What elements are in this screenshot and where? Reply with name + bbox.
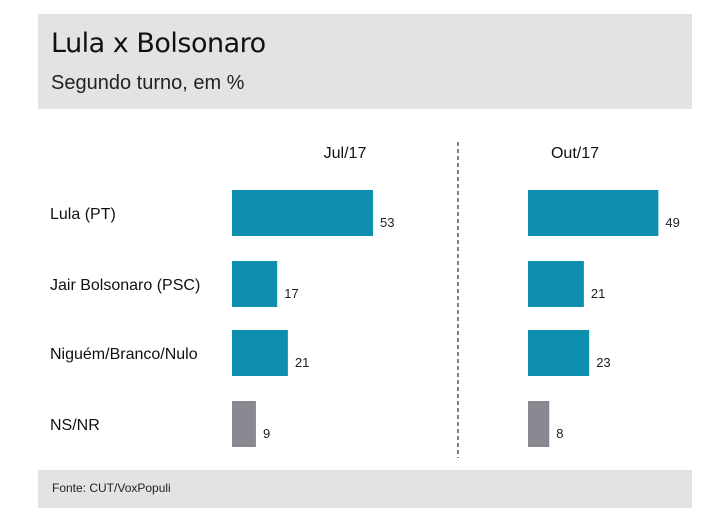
bar-1-0 <box>528 190 659 236</box>
bar-0-1 <box>232 261 278 307</box>
bar-1-2 <box>528 330 590 376</box>
chart-title: Lula x Bolsonaro <box>51 28 266 59</box>
value-label-0-2: 21 <box>295 355 309 370</box>
category-label-2: Niguém/Branco/Nulo <box>50 346 198 363</box>
bar-0-2 <box>232 330 288 376</box>
chart-subtitle: Segundo turno, em % <box>51 72 245 94</box>
category-label-0: Lula (PT) <box>50 206 116 223</box>
category-label-1: Jair Bolsonaro (PSC) <box>50 277 200 294</box>
value-label-1-2: 23 <box>596 355 610 370</box>
value-label-1-0: 49 <box>665 215 679 230</box>
bar-1-1 <box>528 261 584 307</box>
header-panel: Lula x Bolsonaro Segundo turno, em % <box>38 14 692 109</box>
panel-title-1: Out/17 <box>551 145 599 162</box>
bar-0-3 <box>232 401 256 447</box>
source-note: Fonte: CUT/VoxPopuli <box>52 481 171 495</box>
value-label-1-3: 8 <box>556 426 563 441</box>
value-label-0-1: 17 <box>284 286 298 301</box>
footer-panel: Fonte: CUT/VoxPopuli <box>38 470 692 508</box>
value-label-0-3: 9 <box>263 426 270 441</box>
bar-1-3 <box>528 401 550 447</box>
value-label-1-1: 21 <box>591 286 605 301</box>
value-label-0-0: 53 <box>380 215 394 230</box>
category-label-3: NS/NR <box>50 417 100 434</box>
bar-0-0 <box>232 190 373 236</box>
panel-title-0: Jul/17 <box>324 145 367 162</box>
